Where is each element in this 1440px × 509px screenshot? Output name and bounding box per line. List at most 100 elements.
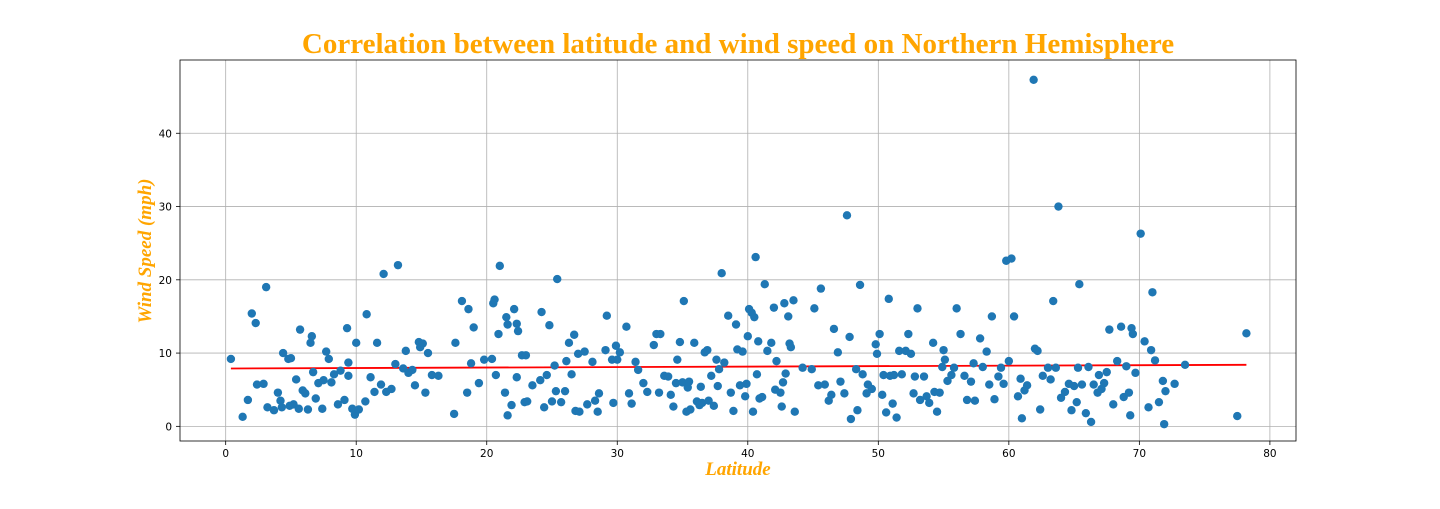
y-axis-ticks: 0 10 20 30 40	[159, 128, 180, 433]
data-point	[726, 388, 736, 397]
data-point	[1116, 322, 1126, 331]
data-point	[851, 364, 861, 374]
data-point	[875, 329, 884, 339]
data-point	[545, 321, 554, 330]
data-point	[553, 274, 562, 284]
data-point	[671, 378, 681, 388]
data-point	[982, 347, 991, 356]
data-point	[932, 407, 942, 416]
data-point	[846, 414, 856, 424]
data-point	[580, 347, 589, 356]
data-point	[329, 370, 339, 379]
data-point	[327, 378, 336, 387]
y-tick-label: 10	[159, 348, 172, 360]
data-point	[729, 406, 738, 416]
data-point	[372, 338, 382, 348]
data-point	[434, 371, 443, 380]
x-tick-label: 50	[872, 448, 885, 460]
data-point	[503, 411, 512, 420]
data-point	[1136, 229, 1145, 238]
data-point	[879, 370, 888, 380]
data-point	[1072, 397, 1081, 407]
data-point	[649, 340, 659, 350]
data-point	[370, 387, 379, 397]
data-point	[1060, 387, 1070, 397]
data-point	[286, 354, 296, 363]
data-point	[539, 403, 549, 412]
grid-lines	[180, 60, 1296, 441]
data-point	[1154, 397, 1164, 407]
data-point	[999, 379, 1008, 389]
data-point	[1077, 380, 1087, 389]
data-point	[556, 397, 566, 407]
data-point	[624, 389, 634, 398]
data-point	[464, 304, 473, 314]
data-point	[1233, 411, 1242, 421]
plot-frame	[179, 59, 1297, 442]
data-point	[1013, 392, 1023, 401]
data-point	[845, 332, 854, 342]
data-point	[269, 406, 279, 415]
data-point	[1009, 312, 1019, 321]
data-point	[588, 357, 597, 367]
y-tick-label: 40	[159, 128, 172, 140]
data-point	[969, 359, 978, 368]
data-point	[502, 312, 511, 322]
data-point	[569, 330, 579, 339]
data-point	[913, 304, 922, 313]
data-point	[776, 388, 785, 397]
data-point	[763, 346, 772, 356]
data-point	[277, 403, 287, 412]
data-point	[1148, 288, 1157, 297]
data-point	[752, 370, 762, 379]
data-point	[704, 396, 713, 405]
data-point	[321, 347, 331, 356]
data-point	[1084, 362, 1093, 372]
data-point	[273, 388, 283, 397]
data-point	[1054, 202, 1063, 211]
data-point	[978, 362, 987, 372]
data-point	[609, 398, 618, 408]
data-point	[633, 365, 643, 375]
data-point	[536, 375, 545, 385]
data-point	[408, 365, 417, 375]
data-point	[1081, 408, 1091, 418]
data-point	[575, 407, 584, 416]
data-point	[361, 397, 370, 406]
data-point	[1094, 370, 1104, 380]
data-point	[319, 375, 328, 385]
data-point	[842, 211, 852, 220]
y-tick-label: 0	[165, 421, 172, 433]
data-point	[966, 377, 976, 386]
data-point	[855, 280, 865, 290]
data-point	[344, 371, 353, 380]
data-point	[342, 323, 352, 333]
data-point	[479, 355, 489, 364]
data-point	[751, 252, 760, 262]
data-point	[594, 389, 604, 398]
data-point	[915, 395, 925, 405]
data-point	[528, 381, 537, 390]
data-point	[952, 304, 961, 313]
data-point	[1242, 329, 1251, 338]
data-points	[226, 75, 1251, 429]
data-point	[513, 326, 523, 336]
data-point	[243, 395, 253, 405]
data-point	[780, 299, 789, 308]
regression-line	[230, 363, 1247, 370]
data-point	[490, 295, 499, 304]
data-point	[836, 377, 845, 386]
data-point	[601, 345, 610, 355]
data-point	[735, 381, 745, 390]
data-point	[590, 396, 600, 405]
data-point	[285, 401, 294, 411]
data-point	[742, 379, 751, 389]
data-point	[679, 296, 689, 306]
data-point	[1170, 379, 1179, 389]
data-point	[754, 337, 763, 346]
data-point	[469, 323, 478, 332]
data-point	[1109, 400, 1118, 409]
data-point	[1131, 368, 1140, 378]
data-point	[1097, 384, 1106, 394]
data-point	[301, 389, 310, 398]
